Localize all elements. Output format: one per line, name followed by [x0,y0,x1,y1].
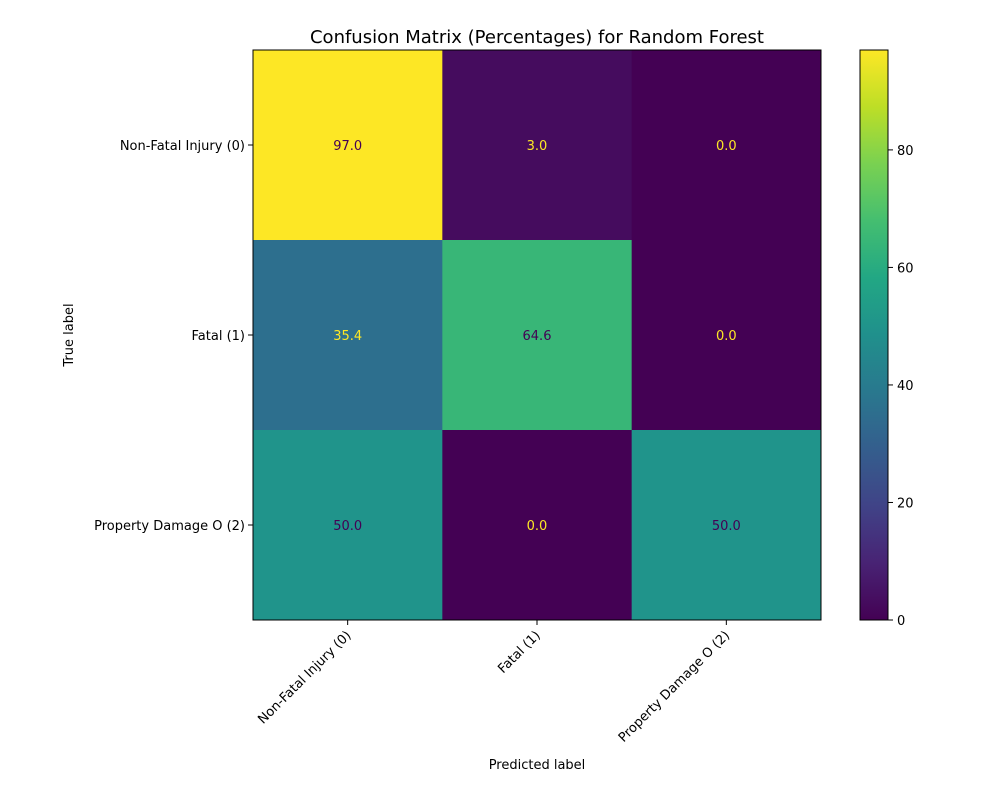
colorbar-tick-label: 20 [897,496,914,511]
x-tick-label: Non-Fatal Injury (0) [255,628,354,727]
heatmap-cell [442,430,633,621]
cell-value-label: 0.0 [716,329,737,344]
x-axis-ticks: Non-Fatal Injury (0) Fatal (1) Property Da… [255,620,733,746]
x-tick-label: Fatal (1) [495,628,543,676]
x-axis-label: Predicted label [489,758,586,773]
colorbar-ticks: 0 20 40 60 80 [888,144,914,629]
heatmap-cell [442,240,633,431]
y-tick-label: Property Damage O (2) [94,519,245,534]
cell-value-label: 50.0 [333,519,362,534]
y-axis-label: True label [62,303,77,367]
cell-value-label: 0.0 [527,519,548,534]
heatmap-cell-labels: 97.0 3.0 0.0 35.4 64.6 0.0 50.0 0.0 50.0 [333,139,741,534]
y-tick-label: Fatal (1) [192,329,245,344]
heatmap-cell [631,50,822,241]
heatmap-cell [253,50,443,241]
cell-value-label: 0.0 [716,139,737,154]
heatmap-cell [631,240,822,431]
heatmap-cell [253,430,443,621]
x-tick-label: Property Damage O (2) [616,628,733,745]
y-axis-ticks: Non-Fatal Injury (0) Fatal (1) Property Da… [94,139,253,534]
heatmap-cells [253,50,822,621]
heatmap-cell [631,430,822,621]
colorbar-tick-label: 40 [897,379,914,394]
cell-value-label: 3.0 [527,139,548,154]
chart-title: Confusion Matrix (Percentages) for Rando… [310,27,764,48]
cell-value-label: 64.6 [523,329,552,344]
heatmap-cell [253,240,443,431]
colorbar-tick-label: 60 [897,261,914,276]
cell-value-label: 35.4 [333,329,362,344]
colorbar-tick-label: 80 [897,144,914,159]
colorbar [859,49,889,621]
cell-value-label: 50.0 [712,519,741,534]
cell-value-label: 97.0 [333,139,362,154]
heatmap-cell [442,50,633,241]
y-tick-label: Non-Fatal Injury (0) [120,139,245,154]
colorbar-tick-label: 0 [897,614,905,629]
